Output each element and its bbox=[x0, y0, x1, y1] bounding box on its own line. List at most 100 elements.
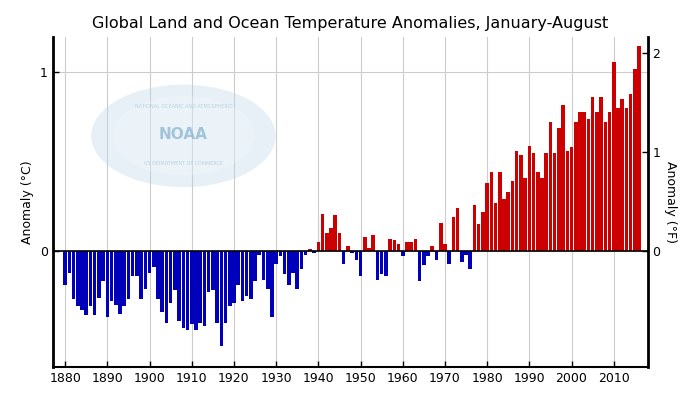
Bar bbox=[591, 98, 594, 251]
Bar bbox=[64, 251, 67, 285]
Y-axis label: Anomaly (°C): Anomaly (°C) bbox=[21, 160, 34, 244]
Bar bbox=[587, 119, 590, 251]
Bar bbox=[473, 205, 476, 251]
Text: NATIONAL OCEANIC AND ATMOSPHERIC: NATIONAL OCEANIC AND ATMOSPHERIC bbox=[134, 104, 232, 109]
Circle shape bbox=[112, 96, 255, 175]
Bar bbox=[110, 251, 113, 301]
Bar bbox=[532, 153, 536, 251]
Bar bbox=[528, 146, 531, 251]
Bar bbox=[333, 215, 337, 251]
Bar bbox=[452, 217, 455, 251]
Bar bbox=[337, 233, 341, 251]
Bar bbox=[401, 251, 405, 257]
Y-axis label: Anomaly (°F): Anomaly (°F) bbox=[664, 161, 677, 243]
Bar bbox=[368, 248, 371, 251]
Bar bbox=[511, 182, 514, 251]
Bar bbox=[300, 251, 303, 269]
Bar bbox=[135, 251, 139, 276]
Bar bbox=[279, 251, 282, 257]
Bar bbox=[418, 251, 421, 282]
Bar bbox=[620, 99, 624, 251]
Bar bbox=[515, 151, 519, 251]
Bar bbox=[202, 251, 206, 326]
Bar bbox=[612, 62, 615, 251]
Bar bbox=[372, 235, 375, 251]
Bar bbox=[304, 251, 307, 255]
Bar bbox=[574, 122, 578, 251]
Bar bbox=[97, 251, 101, 297]
Bar bbox=[443, 244, 447, 251]
Bar bbox=[460, 251, 463, 262]
Bar bbox=[164, 251, 168, 323]
Bar bbox=[561, 104, 565, 251]
Bar bbox=[456, 208, 459, 251]
Bar bbox=[346, 246, 350, 251]
Bar bbox=[410, 242, 413, 251]
Bar bbox=[633, 69, 636, 251]
Bar bbox=[321, 213, 324, 251]
Bar bbox=[540, 178, 544, 251]
Bar bbox=[316, 242, 320, 251]
Bar bbox=[173, 251, 176, 290]
Text: US DEPARTMENT OF COMMERCE: US DEPARTMENT OF COMMERCE bbox=[144, 162, 223, 166]
Bar bbox=[245, 251, 248, 296]
Bar bbox=[616, 108, 620, 251]
Bar bbox=[102, 251, 105, 282]
Bar bbox=[160, 251, 164, 312]
Bar bbox=[295, 251, 299, 288]
Bar bbox=[342, 251, 346, 264]
Bar bbox=[485, 183, 489, 251]
Bar bbox=[603, 122, 607, 251]
Bar bbox=[249, 251, 253, 299]
Bar bbox=[206, 251, 211, 292]
Bar bbox=[85, 251, 88, 315]
Bar bbox=[389, 239, 392, 251]
Bar bbox=[464, 251, 468, 255]
Bar bbox=[494, 203, 498, 251]
Bar bbox=[139, 251, 143, 299]
Bar bbox=[274, 251, 278, 264]
Bar bbox=[439, 222, 442, 251]
Bar bbox=[72, 251, 76, 299]
Bar bbox=[566, 151, 569, 251]
Bar bbox=[545, 153, 548, 251]
Bar bbox=[270, 251, 274, 317]
Bar bbox=[169, 251, 172, 303]
Text: NOAA: NOAA bbox=[159, 127, 208, 142]
Bar bbox=[156, 251, 160, 299]
Bar bbox=[477, 224, 480, 251]
Bar bbox=[237, 251, 240, 285]
Bar bbox=[224, 251, 228, 323]
Bar bbox=[637, 46, 641, 251]
Bar bbox=[198, 251, 202, 323]
Bar bbox=[519, 155, 523, 251]
Bar bbox=[447, 251, 451, 264]
Bar bbox=[228, 251, 232, 306]
Bar bbox=[152, 251, 155, 267]
Bar bbox=[89, 251, 92, 306]
Bar bbox=[325, 233, 328, 251]
Bar bbox=[468, 251, 472, 269]
Bar bbox=[570, 147, 573, 251]
Bar bbox=[211, 251, 215, 290]
Bar bbox=[582, 112, 586, 251]
Bar bbox=[524, 178, 527, 251]
Bar bbox=[489, 173, 493, 251]
Bar bbox=[114, 251, 118, 305]
Bar bbox=[177, 251, 181, 321]
Bar bbox=[599, 98, 603, 251]
Bar bbox=[629, 94, 632, 251]
Bar bbox=[608, 112, 611, 251]
Bar bbox=[118, 251, 122, 314]
Bar bbox=[435, 251, 438, 260]
Bar bbox=[384, 251, 388, 276]
Bar bbox=[148, 251, 151, 273]
Bar bbox=[502, 199, 506, 251]
Bar bbox=[93, 251, 97, 315]
Bar bbox=[106, 251, 109, 317]
Bar bbox=[430, 246, 434, 251]
Bar bbox=[507, 192, 510, 251]
Bar bbox=[190, 251, 193, 324]
Bar bbox=[354, 251, 358, 260]
Bar bbox=[376, 251, 379, 279]
